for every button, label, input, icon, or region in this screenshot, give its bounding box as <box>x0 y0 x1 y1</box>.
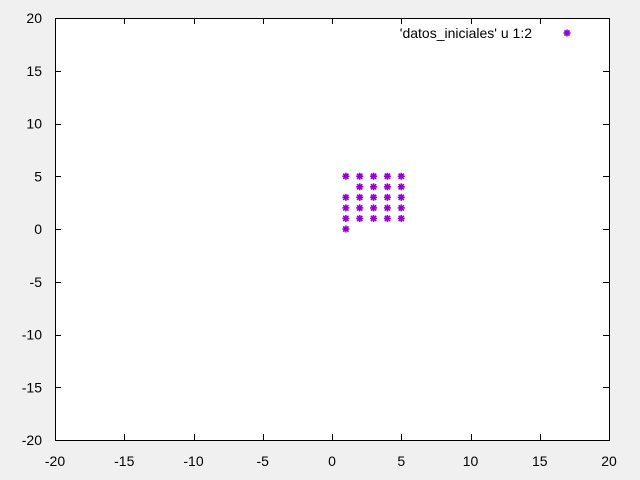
y-tick-label: -5 <box>30 274 43 290</box>
x-tick-label: 0 <box>328 453 336 469</box>
data-point <box>397 183 405 191</box>
x-tick-label: -5 <box>257 453 270 469</box>
data-point <box>342 204 350 212</box>
data-points <box>342 172 405 233</box>
data-point <box>370 172 378 180</box>
x-tick-labels: -20 -15 -10 -5 0 5 10 15 20 <box>45 453 617 469</box>
data-point <box>356 183 364 191</box>
data-point <box>397 204 405 212</box>
data-point <box>397 214 405 222</box>
data-point <box>356 214 364 222</box>
y-tick-label: 0 <box>34 221 42 237</box>
data-point <box>370 214 378 222</box>
legend: 'datos_iniciales' u 1:2 <box>400 25 571 41</box>
data-point <box>342 214 350 222</box>
legend-marker-symbol <box>563 29 571 37</box>
y-tick-label: 15 <box>26 63 42 79</box>
y-tick-label: 20 <box>26 10 42 26</box>
data-point <box>383 172 391 180</box>
y-tick-label: 5 <box>34 168 42 184</box>
data-point <box>383 183 391 191</box>
data-point <box>370 193 378 201</box>
data-point <box>370 204 378 212</box>
data-point <box>370 183 378 191</box>
data-point <box>383 214 391 222</box>
legend-label: 'datos_iniciales' u 1:2 <box>400 25 532 41</box>
data-point <box>383 204 391 212</box>
x-tick-label: 20 <box>601 453 617 469</box>
data-point <box>342 172 350 180</box>
y-tick-labels: -20 -15 -10 -5 0 5 10 15 20 <box>22 10 42 448</box>
data-point <box>342 225 350 233</box>
x-tick-label: -15 <box>114 453 134 469</box>
x-tick-label: -10 <box>183 453 203 469</box>
y-tick-label: -10 <box>22 327 42 343</box>
legend-marker <box>563 29 571 37</box>
data-point <box>397 193 405 201</box>
x-tick-label: 10 <box>463 453 479 469</box>
data-point <box>383 193 391 201</box>
data-point <box>397 172 405 180</box>
x-tick-label: 15 <box>532 453 548 469</box>
data-point <box>342 193 350 201</box>
data-point <box>356 193 364 201</box>
data-point <box>356 204 364 212</box>
axis-ticks <box>55 18 610 441</box>
plot-area <box>55 18 610 441</box>
y-tick-label: 10 <box>26 116 42 132</box>
x-tick-label: 5 <box>397 453 405 469</box>
y-tick-label: -15 <box>22 379 42 395</box>
data-point <box>356 172 364 180</box>
x-tick-label: -20 <box>45 453 65 469</box>
y-tick-label: -20 <box>22 432 42 448</box>
